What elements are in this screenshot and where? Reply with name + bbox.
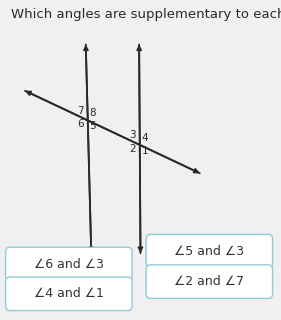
Text: 3: 3	[130, 130, 136, 140]
Text: ∠6 and ∠3: ∠6 and ∠3	[34, 258, 104, 270]
FancyBboxPatch shape	[146, 234, 273, 268]
Text: 7: 7	[78, 106, 84, 116]
Text: 8: 8	[90, 108, 96, 118]
Text: Which angles are supplementary to each other?: Which angles are supplementary to each o…	[11, 8, 281, 21]
Text: ∠4 and ∠1: ∠4 and ∠1	[34, 287, 104, 300]
Text: 4: 4	[142, 133, 148, 143]
FancyBboxPatch shape	[146, 265, 273, 298]
Text: 5: 5	[90, 121, 96, 131]
FancyBboxPatch shape	[6, 277, 132, 310]
Text: ∠2 and ∠7: ∠2 and ∠7	[174, 275, 244, 288]
FancyBboxPatch shape	[6, 247, 132, 281]
Text: 2: 2	[130, 144, 136, 154]
Text: ∠5 and ∠3: ∠5 and ∠3	[174, 245, 244, 258]
Text: 6: 6	[78, 119, 84, 129]
Text: 1: 1	[142, 146, 148, 156]
